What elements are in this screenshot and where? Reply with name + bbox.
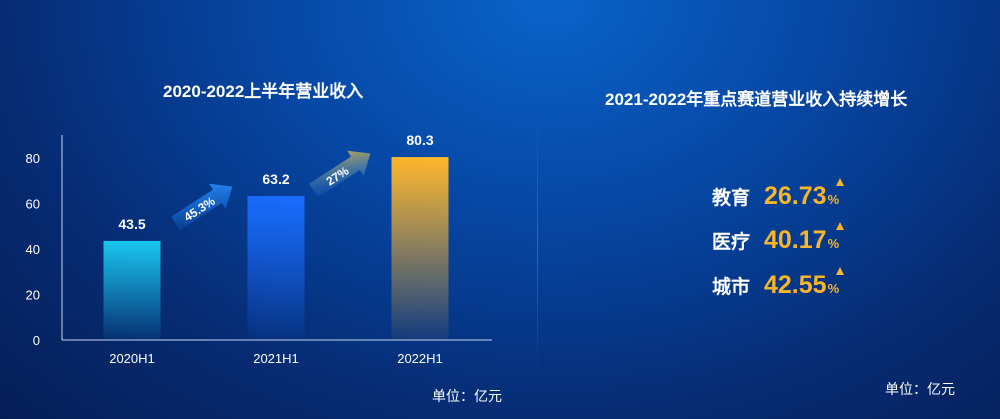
panel-divider xyxy=(537,110,538,380)
y-tick-label: 20 xyxy=(26,287,40,302)
chart-unit-label: 单位：亿元 xyxy=(432,388,502,404)
up-triangle-icon xyxy=(836,222,844,230)
metric-percent: % xyxy=(827,192,840,207)
metric-label: 医疗 xyxy=(712,232,751,253)
x-tick-label: 2020H1 xyxy=(109,351,155,366)
metric-value: 26.73 xyxy=(764,182,827,210)
metric-percent: % xyxy=(827,281,840,296)
bar-2021H1 xyxy=(247,196,305,340)
bar-value-label: 63.2 xyxy=(262,171,289,187)
metric-row-education: 教育 26.73 % xyxy=(712,178,844,218)
growth-arrow-2: 27% xyxy=(309,150,371,198)
x-tick-label: 2021H1 xyxy=(253,351,299,366)
metric-percent: % xyxy=(827,236,840,251)
y-tick-label: 0 xyxy=(33,333,40,348)
x-tick-label: 2022H1 xyxy=(397,351,443,366)
metric-label: 城市 xyxy=(712,277,751,298)
chart-title: 2020-2022上半年营业收入 xyxy=(163,82,364,101)
bar-2020H1 xyxy=(103,240,161,340)
metric-label: 教育 xyxy=(712,188,751,209)
up-triangle-icon xyxy=(836,267,844,275)
panel-unit-label: 单位：亿元 xyxy=(885,381,955,397)
y-tick-label: 60 xyxy=(26,196,40,211)
bar-value-label: 43.5 xyxy=(118,216,145,232)
growth-arrow-1: 45.3% xyxy=(171,183,233,231)
bar-value-label: 80.3 xyxy=(406,132,433,148)
metric-value: 40.17 xyxy=(764,226,827,254)
bar-2022H1 xyxy=(391,157,449,340)
growth-panel-title: 2021-2022年重点赛道营业收入持续增长 xyxy=(605,90,908,109)
up-triangle-icon xyxy=(836,178,844,186)
y-tick-label: 40 xyxy=(26,242,40,257)
metric-row-healthcare: 医疗 40.17 % xyxy=(712,222,844,262)
metric-value: 42.55 xyxy=(764,271,827,299)
y-tick-label: 80 xyxy=(26,151,40,166)
metric-row-city: 城市 42.55 % xyxy=(712,267,844,307)
